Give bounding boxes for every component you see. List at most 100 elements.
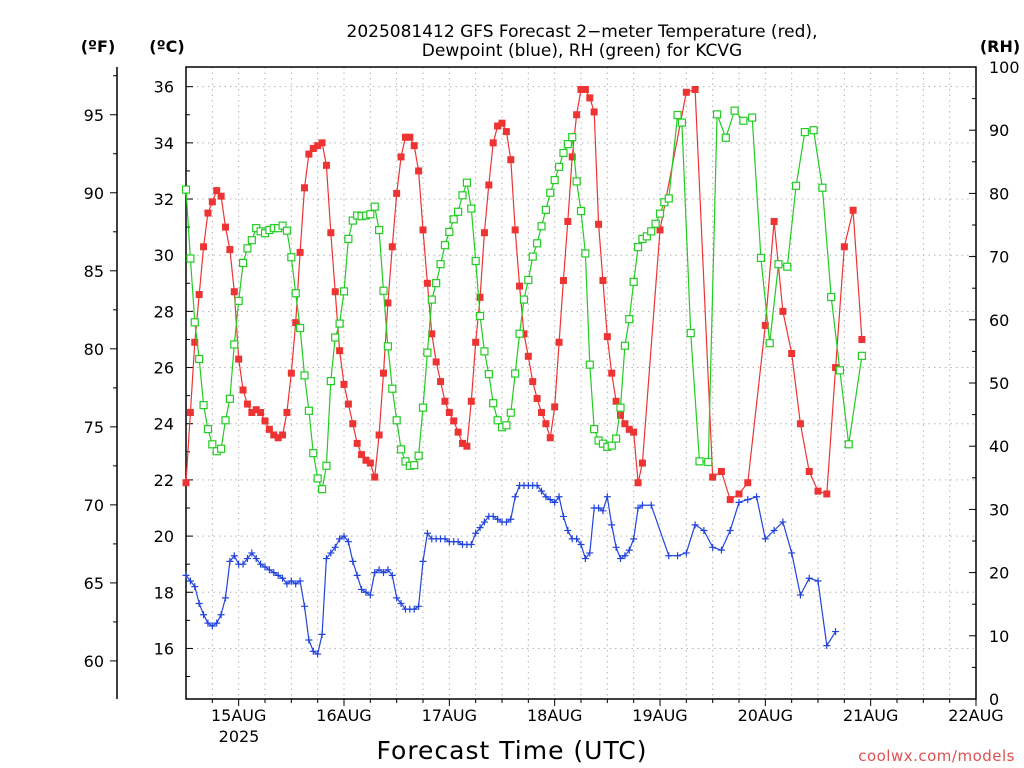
x-tick-label: 15AUG [211, 706, 266, 725]
rh-tick-label: 40 [989, 437, 1009, 456]
temperature-point [222, 223, 229, 231]
rh-point [379, 286, 388, 295]
dewpoint-point [603, 493, 611, 501]
temperature-point [217, 192, 225, 200]
rh-point [677, 118, 687, 127]
x-tick-label: 17AUG [422, 706, 477, 725]
dewpoint-point [630, 535, 638, 543]
dewpoint-point [805, 574, 813, 582]
temperature-point [230, 288, 238, 296]
dewpoint-point [419, 557, 427, 565]
rh-point [304, 406, 313, 415]
dewpoint-point [252, 555, 260, 563]
dewpoint-point [502, 518, 510, 526]
temperature-point [621, 420, 629, 428]
temperature-point [656, 226, 664, 234]
rh-point [300, 371, 309, 380]
temperature-point [840, 243, 848, 251]
temperature-point [538, 408, 545, 416]
dewpoint-point [222, 594, 229, 602]
rh-tick-label: 10 [989, 627, 1009, 646]
dewpoint-point [226, 557, 234, 565]
temperature-point [318, 139, 326, 147]
temperature-point [709, 473, 717, 481]
temperature-point [564, 217, 572, 225]
dewpoint-point [191, 583, 199, 591]
fahrenheit-tick-label: 65 [84, 574, 104, 593]
temperature-point [559, 276, 567, 284]
dewpoint-point [301, 602, 308, 610]
temperature-point [568, 153, 576, 161]
dewpoint-point [182, 571, 190, 579]
rh-point [339, 287, 349, 296]
temperature-point [612, 397, 620, 405]
dewpoint-point [217, 611, 225, 619]
temperature-point [459, 439, 466, 447]
temperature-point [823, 490, 831, 498]
temperature-point [331, 288, 339, 296]
temperature-point [463, 442, 471, 450]
dewpoint-point [287, 577, 295, 585]
temperature-point [551, 403, 559, 411]
rh-point [331, 333, 340, 342]
rh-point [511, 369, 520, 378]
dewpoint-point [489, 512, 497, 520]
dewpoint-point [638, 501, 646, 509]
rh-point [585, 360, 594, 369]
temperature-point [208, 198, 216, 206]
rh-point [515, 329, 524, 338]
dewpoint-point [533, 482, 541, 490]
temperature-point [353, 439, 361, 447]
dewpoint-point [208, 622, 216, 630]
fahrenheit-unit-label: (ºF) [81, 37, 116, 56]
dewpoint-point [336, 535, 344, 543]
temperature-point [252, 406, 260, 414]
dewpoint-point [380, 569, 387, 577]
dewpoint-point [674, 552, 682, 560]
dewpoint-point [753, 493, 761, 501]
dewpoint-point [735, 498, 743, 506]
rh-point [287, 253, 296, 262]
temperature-point [529, 378, 537, 386]
temperature-point [314, 142, 322, 150]
rh-point [454, 207, 463, 216]
rh-point [647, 227, 656, 236]
temperature-point [805, 467, 813, 475]
dewpoint-point [454, 538, 462, 546]
dewpoint-point [647, 501, 655, 509]
temperature-point [362, 456, 370, 464]
dewpoint-point [608, 521, 616, 529]
dewpoint-point [779, 518, 787, 526]
temperature-point [200, 243, 208, 251]
rh-point [383, 342, 392, 351]
rh-point [181, 185, 191, 194]
celsius-tick-label: 24 [154, 415, 174, 434]
dewpoint-point [423, 529, 431, 537]
temperature-point [467, 397, 475, 405]
dewpoint-point [270, 569, 278, 577]
dewpoint-point [371, 569, 379, 577]
rh-point [568, 133, 577, 142]
rh-point [471, 256, 480, 266]
temperature-point [590, 108, 598, 116]
temperature-point [485, 181, 493, 189]
credit-label: coolwx.com/models [858, 747, 1015, 765]
rh-point [449, 215, 458, 224]
dewpoint-point [559, 512, 567, 520]
rh-point [730, 106, 739, 115]
temperature-point [393, 189, 401, 197]
dewpoint-point [322, 555, 330, 563]
dewpoint-point [617, 555, 624, 563]
rh-point [519, 295, 529, 304]
temperature-point [577, 85, 585, 93]
rh-tick-label: 100 [989, 58, 1020, 77]
rh-point [546, 188, 555, 197]
temperature-point [717, 467, 725, 475]
x-tick-label: 16AUG [316, 706, 371, 725]
rh-point [695, 457, 704, 466]
chart-series [181, 85, 866, 658]
rh-point [489, 399, 498, 408]
temperature-point [832, 364, 840, 372]
fahrenheit-tick-label: 70 [84, 496, 104, 515]
rh-point [818, 183, 827, 192]
